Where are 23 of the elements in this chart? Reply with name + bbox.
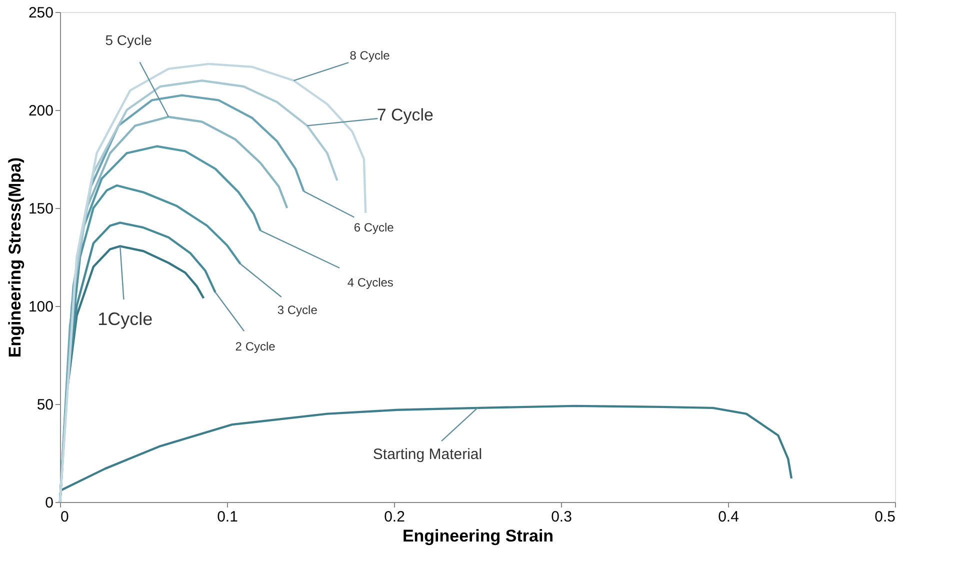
y-tick-label: 50 bbox=[36, 396, 54, 414]
y-tick-label: 100 bbox=[28, 298, 54, 316]
annotation: 7 Cycle bbox=[376, 106, 434, 125]
x-tick-label: 0.2 bbox=[384, 508, 405, 526]
annotation: 4 Cycles bbox=[347, 276, 394, 290]
y-axis-title: Engineering Stress(Mpa) bbox=[5, 157, 24, 358]
y-tick-label: 150 bbox=[28, 200, 54, 218]
x-tick-label: 0.3 bbox=[551, 508, 572, 526]
y-tick-label: 250 bbox=[28, 4, 54, 22]
x-axis-title: Engineering Strain bbox=[402, 526, 554, 546]
y-tick-label: 0 bbox=[45, 494, 54, 512]
x-tick-label: 0 bbox=[60, 508, 69, 526]
annotation: Starting Material bbox=[372, 446, 482, 463]
annotation: 3 Cycle bbox=[277, 302, 318, 317]
x-tick-label: 0.1 bbox=[217, 508, 238, 526]
annotation: 8 Cycle bbox=[350, 48, 390, 63]
annotation: 6 Cycle bbox=[354, 220, 394, 234]
annotation: 2 Cycle bbox=[235, 339, 276, 354]
x-tick-label: 0.5 bbox=[874, 508, 896, 526]
annotation: 1Cycle bbox=[98, 309, 153, 330]
annotation: 5 Cycle bbox=[105, 32, 152, 48]
y-tick-label: 200 bbox=[28, 102, 54, 120]
x-tick-label: 0.4 bbox=[718, 508, 739, 526]
